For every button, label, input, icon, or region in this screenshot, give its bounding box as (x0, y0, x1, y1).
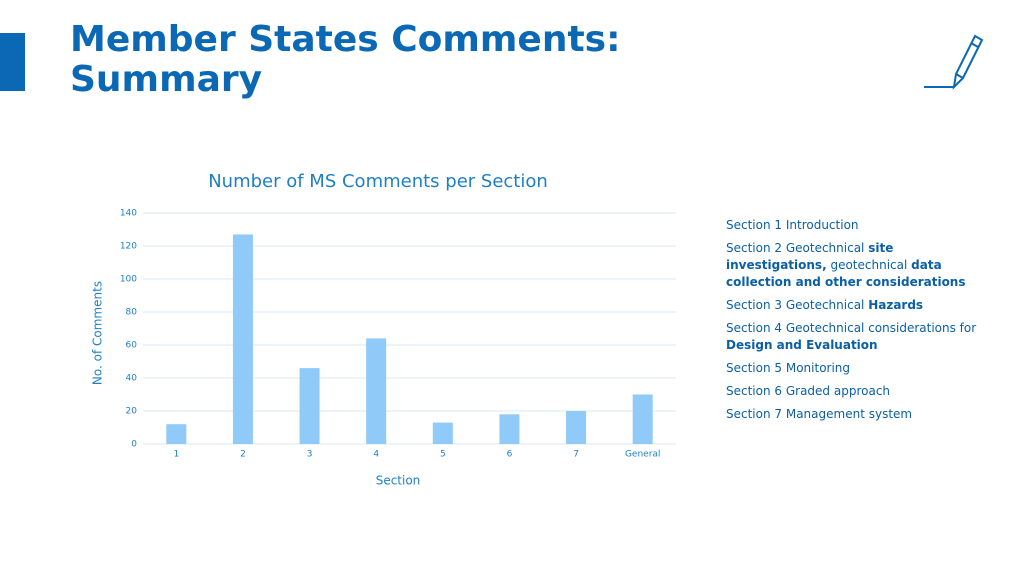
accent-bar (0, 33, 25, 91)
text: Section 3 Geotechnical (726, 298, 869, 312)
bar (232, 234, 253, 444)
section-item: Section 3 Geotechnical Hazards (726, 297, 986, 314)
x-tick-label: General (625, 450, 660, 460)
bar (166, 424, 187, 444)
text: Section 4 Geotechnical considerations fo… (726, 321, 977, 335)
section-item: Section 5 Monitoring (726, 360, 986, 377)
x-tick-label: 1 (173, 450, 179, 460)
bold-text: site investigations, (726, 241, 894, 272)
bar (632, 394, 653, 444)
bar (432, 422, 453, 444)
bar (366, 338, 387, 444)
y-tick-label: 80 (126, 308, 138, 318)
section-list: Section 1 Introduction Section 2 Geotechn… (726, 217, 986, 429)
bar (566, 411, 587, 444)
x-tick-label: 6 (507, 450, 513, 460)
y-tick-label: 60 (126, 341, 138, 351)
bar (499, 414, 520, 444)
y-tick-label: 120 (120, 242, 137, 252)
bold-text: Design and Evaluation (726, 338, 878, 352)
x-tick-label: 2 (240, 450, 246, 460)
x-tick-label: 3 (307, 450, 313, 460)
y-tick-label: 40 (126, 374, 138, 384)
y-axis-label: No. of Comments (91, 281, 105, 385)
y-tick-label: 100 (120, 275, 137, 285)
bar (299, 368, 320, 444)
pencil-icon (924, 34, 984, 90)
y-tick-label: 20 (126, 407, 138, 417)
text: Section 5 Monitoring (726, 361, 851, 375)
chart: Number of MS Comments per Section Sectio… (91, 171, 676, 488)
section-item: Section 7 Management system (726, 406, 986, 423)
chart-title: Number of MS Comments per Section (208, 171, 548, 192)
x-tick-label: 5 (440, 450, 446, 460)
bold-text: data collection and other considerations (726, 258, 966, 289)
text: Section 2 Geotechnical (726, 241, 869, 255)
text: geotechnical (826, 258, 912, 272)
text: Section 7 Management system (726, 407, 913, 421)
slide-title: Member States Comments: Summary (70, 19, 621, 100)
text: Section 6 Graded approach (726, 384, 891, 398)
section-item: Section 6 Graded approach (726, 383, 986, 400)
section-item: Section 2 Geotechnical site investigatio… (726, 240, 986, 291)
section-item: Section 1 Introduction (726, 217, 986, 234)
y-tick-label: 0 (131, 440, 137, 450)
x-tick-label: 7 (573, 450, 579, 460)
x-axis-label: Section (376, 474, 421, 488)
section-item: Section 4 Geotechnical considerations fo… (726, 320, 986, 354)
bold-text: Hazards (868, 298, 924, 312)
text: Section 1 Introduction (726, 218, 859, 232)
x-tick-label: 4 (373, 450, 379, 460)
y-tick-label: 140 (120, 209, 137, 219)
